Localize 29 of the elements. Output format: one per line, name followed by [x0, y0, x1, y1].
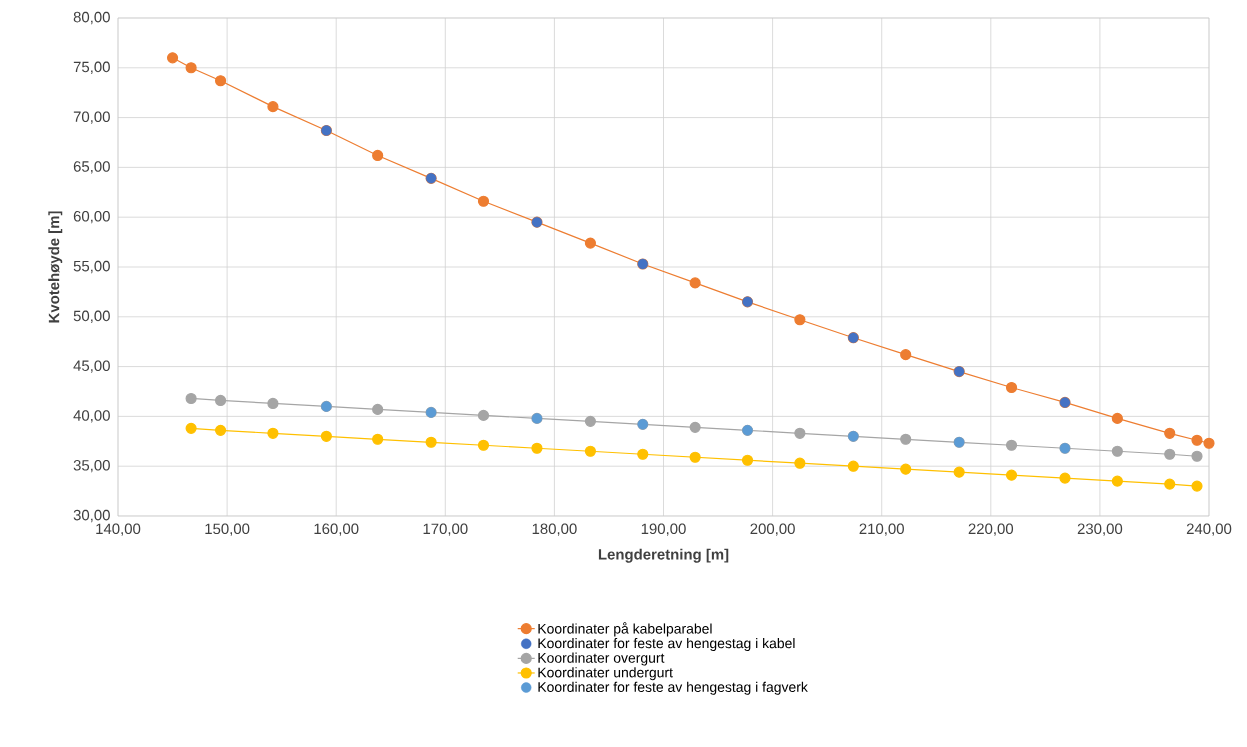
legend-label: Koordinater for feste av hengestag i kabel	[538, 637, 795, 651]
y-tick-label: 35,00	[73, 460, 110, 473]
x-tick-label: 240,00	[1186, 523, 1232, 536]
y-tick-label: 45,00	[73, 360, 110, 373]
x-tick-label: 150,00	[205, 523, 250, 536]
legend-label: Koordinater for feste av hengestag i fagverk	[538, 681, 808, 695]
y-tick-label: 50,00	[73, 310, 110, 323]
x-tick-label: 200,00	[750, 523, 795, 536]
y-tick-label: 80,00	[73, 11, 110, 25]
x-tick-label: 160,00	[314, 523, 359, 536]
y-tick-label: 60,00	[73, 211, 110, 224]
x-tick-label: 170,00	[423, 523, 468, 536]
y-tick-label: 55,00	[73, 260, 110, 274]
legend-label: Koordinater overgurt	[538, 652, 665, 666]
x-tick-label: 230,00	[1077, 523, 1123, 536]
x-tick-label: 210,00	[859, 523, 904, 536]
y-tick-label: 65,00	[73, 161, 110, 174]
x-tick-label: 190,00	[641, 523, 686, 536]
legend-label: Koordinater på kabelparabel	[538, 622, 712, 637]
x-tick-label: 220,00	[968, 523, 1014, 536]
y-tick-label: 75,00	[73, 61, 110, 74]
y-axis-title: Kvotehøyde [m]	[48, 211, 63, 323]
x-axis-title: Lengderetning [m]	[598, 548, 729, 563]
y-tick-label: 30,00	[73, 509, 110, 523]
y-tick-label: 70,00	[73, 111, 110, 124]
x-tick-label: 180,00	[532, 523, 577, 536]
legend-label: Koordinater undergurt	[538, 667, 673, 681]
x-tick-label: 140,00	[96, 523, 141, 536]
y-tick-label: 40,00	[73, 410, 110, 423]
